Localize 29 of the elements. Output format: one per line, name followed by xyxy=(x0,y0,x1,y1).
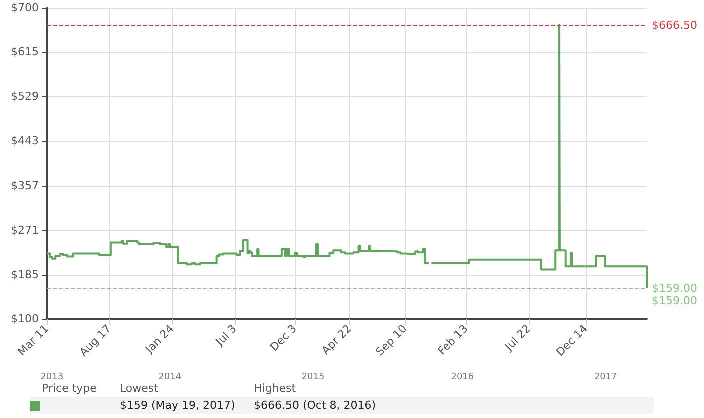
text: $666.50 (Oct 8, 2016) xyxy=(254,399,376,412)
y-tick-label: $357 xyxy=(11,179,39,192)
text: $159 (May 19, 2017) xyxy=(120,399,236,412)
y-tick-label: $615 xyxy=(11,46,39,59)
x2-tick-label: 2017 xyxy=(594,372,618,382)
y-tick-label: $271 xyxy=(11,224,39,237)
x2-tick-label: 2013 xyxy=(40,372,64,382)
annotation: $159.00 xyxy=(652,294,698,308)
ref-line-label: $159.00 xyxy=(652,282,698,295)
x-tick-label: Sep 10 xyxy=(373,322,410,359)
x-tick-label: Dec 14 xyxy=(554,322,590,359)
y-tick-label: $185 xyxy=(11,268,39,282)
x-tick-label: Apr 22 xyxy=(319,322,354,358)
y-tick-label: $529 xyxy=(11,90,39,104)
text: Highest xyxy=(254,382,296,395)
x-tick-label: Jul 3 xyxy=(212,322,240,350)
x2-tick-label: 2016 xyxy=(451,372,474,382)
x-tick-label: Jan 24 xyxy=(142,322,177,357)
text: Lowest xyxy=(120,382,158,395)
ref-line-label: $666.50 xyxy=(652,18,698,32)
x-tick-label: Feb 13 xyxy=(436,322,471,358)
x2-tick-label: 2015 xyxy=(302,372,325,382)
y-tick-label: $700 xyxy=(11,2,39,14)
x2-tick-label: 2014 xyxy=(158,372,182,382)
x-tick-label: Aug 17 xyxy=(77,322,114,360)
x-tick-label: Jul 22 xyxy=(502,322,534,354)
y-tick-label: $443 xyxy=(11,134,39,148)
x-tick-label: Dec 3 xyxy=(268,322,300,354)
text: Price type xyxy=(42,382,97,395)
